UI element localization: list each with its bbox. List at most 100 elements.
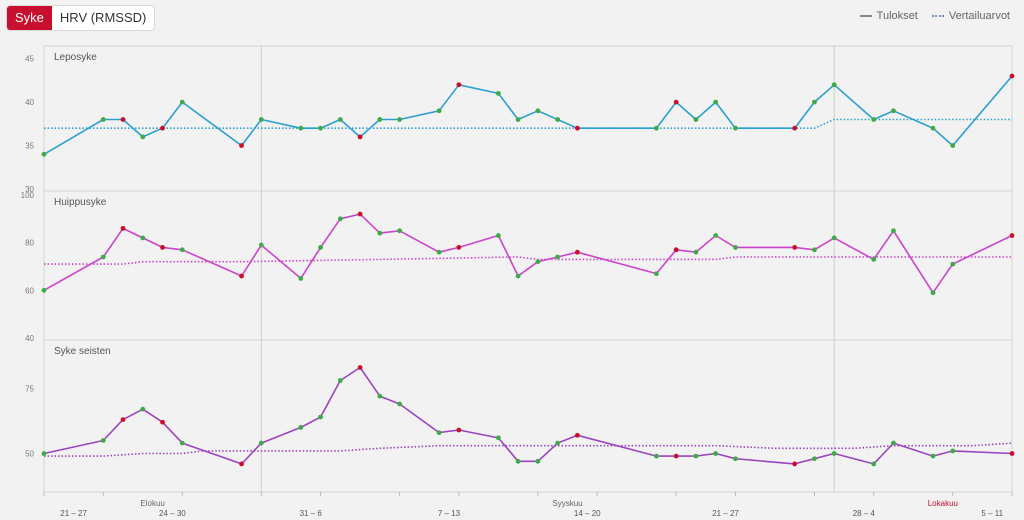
data-point-1-28 bbox=[831, 235, 837, 241]
data-point-1-26 bbox=[792, 245, 798, 250]
ytick-label-0-0: 30 bbox=[25, 185, 34, 194]
data-point-1-24 bbox=[713, 233, 719, 238]
week-label-5: 21 – 27 bbox=[712, 509, 739, 518]
data-point-2-27 bbox=[812, 456, 817, 462]
month-label-1: Syyskuu bbox=[552, 499, 582, 508]
data-point-2-7 bbox=[258, 440, 264, 446]
results-line-1 bbox=[43, 213, 1013, 294]
data-point-0-22 bbox=[673, 99, 679, 105]
data-point-0-26 bbox=[792, 125, 798, 131]
data-point-2-6 bbox=[239, 461, 244, 467]
data-point-0-20 bbox=[574, 125, 580, 131]
ytick-label-1-1: 60 bbox=[25, 286, 34, 295]
data-point-1-33 bbox=[1009, 233, 1015, 238]
data-point-0-3 bbox=[140, 134, 146, 140]
ytick-label-1-3: 100 bbox=[21, 191, 35, 200]
data-point-1-2 bbox=[120, 225, 126, 231]
data-point-2-16 bbox=[495, 435, 501, 441]
legend-results[interactable]: Tulokset bbox=[859, 10, 918, 22]
data-point-0-15 bbox=[456, 82, 462, 88]
ytick-label-2-1: 75 bbox=[25, 384, 34, 393]
data-point-0-19 bbox=[555, 117, 561, 122]
legend-reference-label: Vertailuarvot bbox=[948, 10, 1010, 22]
data-point-1-25 bbox=[733, 245, 738, 250]
data-point-2-15 bbox=[456, 427, 462, 433]
data-point-2-4 bbox=[160, 419, 165, 425]
ytick-label-1-0: 40 bbox=[25, 334, 34, 343]
data-point-1-31 bbox=[930, 290, 936, 296]
data-point-2-12 bbox=[377, 393, 383, 399]
week-label-2: 31 – 6 bbox=[300, 509, 323, 518]
data-point-1-17 bbox=[515, 273, 521, 279]
legend-reference[interactable]: Vertailuarvot bbox=[931, 10, 1010, 22]
data-point-2-23 bbox=[693, 453, 699, 459]
data-point-1-14 bbox=[436, 249, 442, 255]
ytick-label-0-2: 40 bbox=[25, 98, 34, 107]
data-point-0-23 bbox=[693, 117, 699, 122]
data-point-0-11 bbox=[357, 134, 363, 140]
data-point-0-14 bbox=[436, 108, 442, 114]
data-point-2-32 bbox=[950, 448, 956, 454]
data-point-0-18 bbox=[535, 108, 541, 114]
data-point-1-21 bbox=[654, 271, 659, 277]
data-point-2-33 bbox=[1009, 451, 1015, 456]
panel-title-0: Leposyke bbox=[54, 52, 97, 63]
tab-hrv-rmssd[interactable]: HRV (RMSSD) bbox=[59, 10, 147, 25]
data-point-2-24 bbox=[713, 451, 719, 456]
tab-syke[interactable]: Syke bbox=[7, 6, 52, 30]
data-point-1-27 bbox=[812, 247, 817, 253]
data-point-2-31 bbox=[930, 453, 936, 459]
data-point-0-2 bbox=[120, 117, 126, 122]
reference-line-0 bbox=[44, 118, 1012, 129]
data-point-1-1 bbox=[100, 254, 106, 260]
metric-tabs: Syke HRV (RMSSD) bbox=[7, 6, 155, 30]
data-point-1-12 bbox=[377, 230, 383, 236]
week-label-0: 21 – 27 bbox=[60, 509, 87, 518]
data-point-1-22 bbox=[673, 247, 679, 253]
data-point-1-32 bbox=[950, 261, 956, 267]
data-point-0-8 bbox=[298, 125, 304, 131]
data-point-1-15 bbox=[456, 245, 462, 250]
data-point-0-16 bbox=[495, 91, 501, 96]
data-point-1-30 bbox=[891, 228, 896, 234]
reference-line-2 bbox=[44, 442, 1013, 457]
ytick-label-0-1: 35 bbox=[25, 142, 34, 151]
data-point-2-28 bbox=[831, 451, 837, 456]
data-point-2-3 bbox=[140, 406, 146, 412]
data-point-2-14 bbox=[436, 430, 442, 436]
data-point-2-10 bbox=[337, 378, 343, 383]
month-label-2: Lokakuu bbox=[928, 499, 958, 508]
panel-title-1: Huippusyke bbox=[54, 197, 107, 208]
results-line-2 bbox=[43, 366, 1013, 465]
week-label-6: 28 – 4 bbox=[853, 509, 876, 518]
ytick-label-1-2: 80 bbox=[25, 239, 34, 248]
data-point-2-9 bbox=[318, 414, 323, 420]
ytick-label-0-3: 45 bbox=[25, 55, 34, 64]
results-line-0 bbox=[43, 75, 1013, 155]
data-point-1-29 bbox=[871, 256, 877, 262]
data-point-0-17 bbox=[515, 117, 521, 122]
reference-line-1 bbox=[44, 256, 1012, 265]
week-label-4: 14 – 20 bbox=[574, 509, 601, 518]
data-point-2-11 bbox=[357, 365, 363, 370]
data-point-1-23 bbox=[693, 249, 699, 255]
data-point-1-8 bbox=[298, 276, 304, 281]
data-point-2-30 bbox=[891, 440, 896, 446]
data-point-2-17 bbox=[515, 458, 521, 464]
week-label-3: 7 – 13 bbox=[438, 509, 461, 518]
data-point-2-0 bbox=[41, 451, 47, 456]
data-point-1-7 bbox=[258, 242, 264, 248]
data-point-1-10 bbox=[337, 216, 343, 222]
week-label-1: 24 – 30 bbox=[159, 509, 186, 518]
chart-legend: Tulokset Vertailuarvot bbox=[859, 10, 1010, 22]
data-point-2-18 bbox=[535, 458, 541, 464]
data-point-2-8 bbox=[298, 425, 304, 430]
data-point-1-13 bbox=[397, 228, 402, 234]
data-point-0-32 bbox=[950, 143, 956, 148]
data-point-0-10 bbox=[337, 117, 343, 122]
data-point-0-27 bbox=[812, 99, 817, 105]
data-point-0-33 bbox=[1009, 73, 1015, 79]
data-point-0-24 bbox=[713, 99, 719, 105]
ytick-label-2-0: 50 bbox=[25, 450, 34, 459]
data-point-1-19 bbox=[555, 254, 561, 260]
